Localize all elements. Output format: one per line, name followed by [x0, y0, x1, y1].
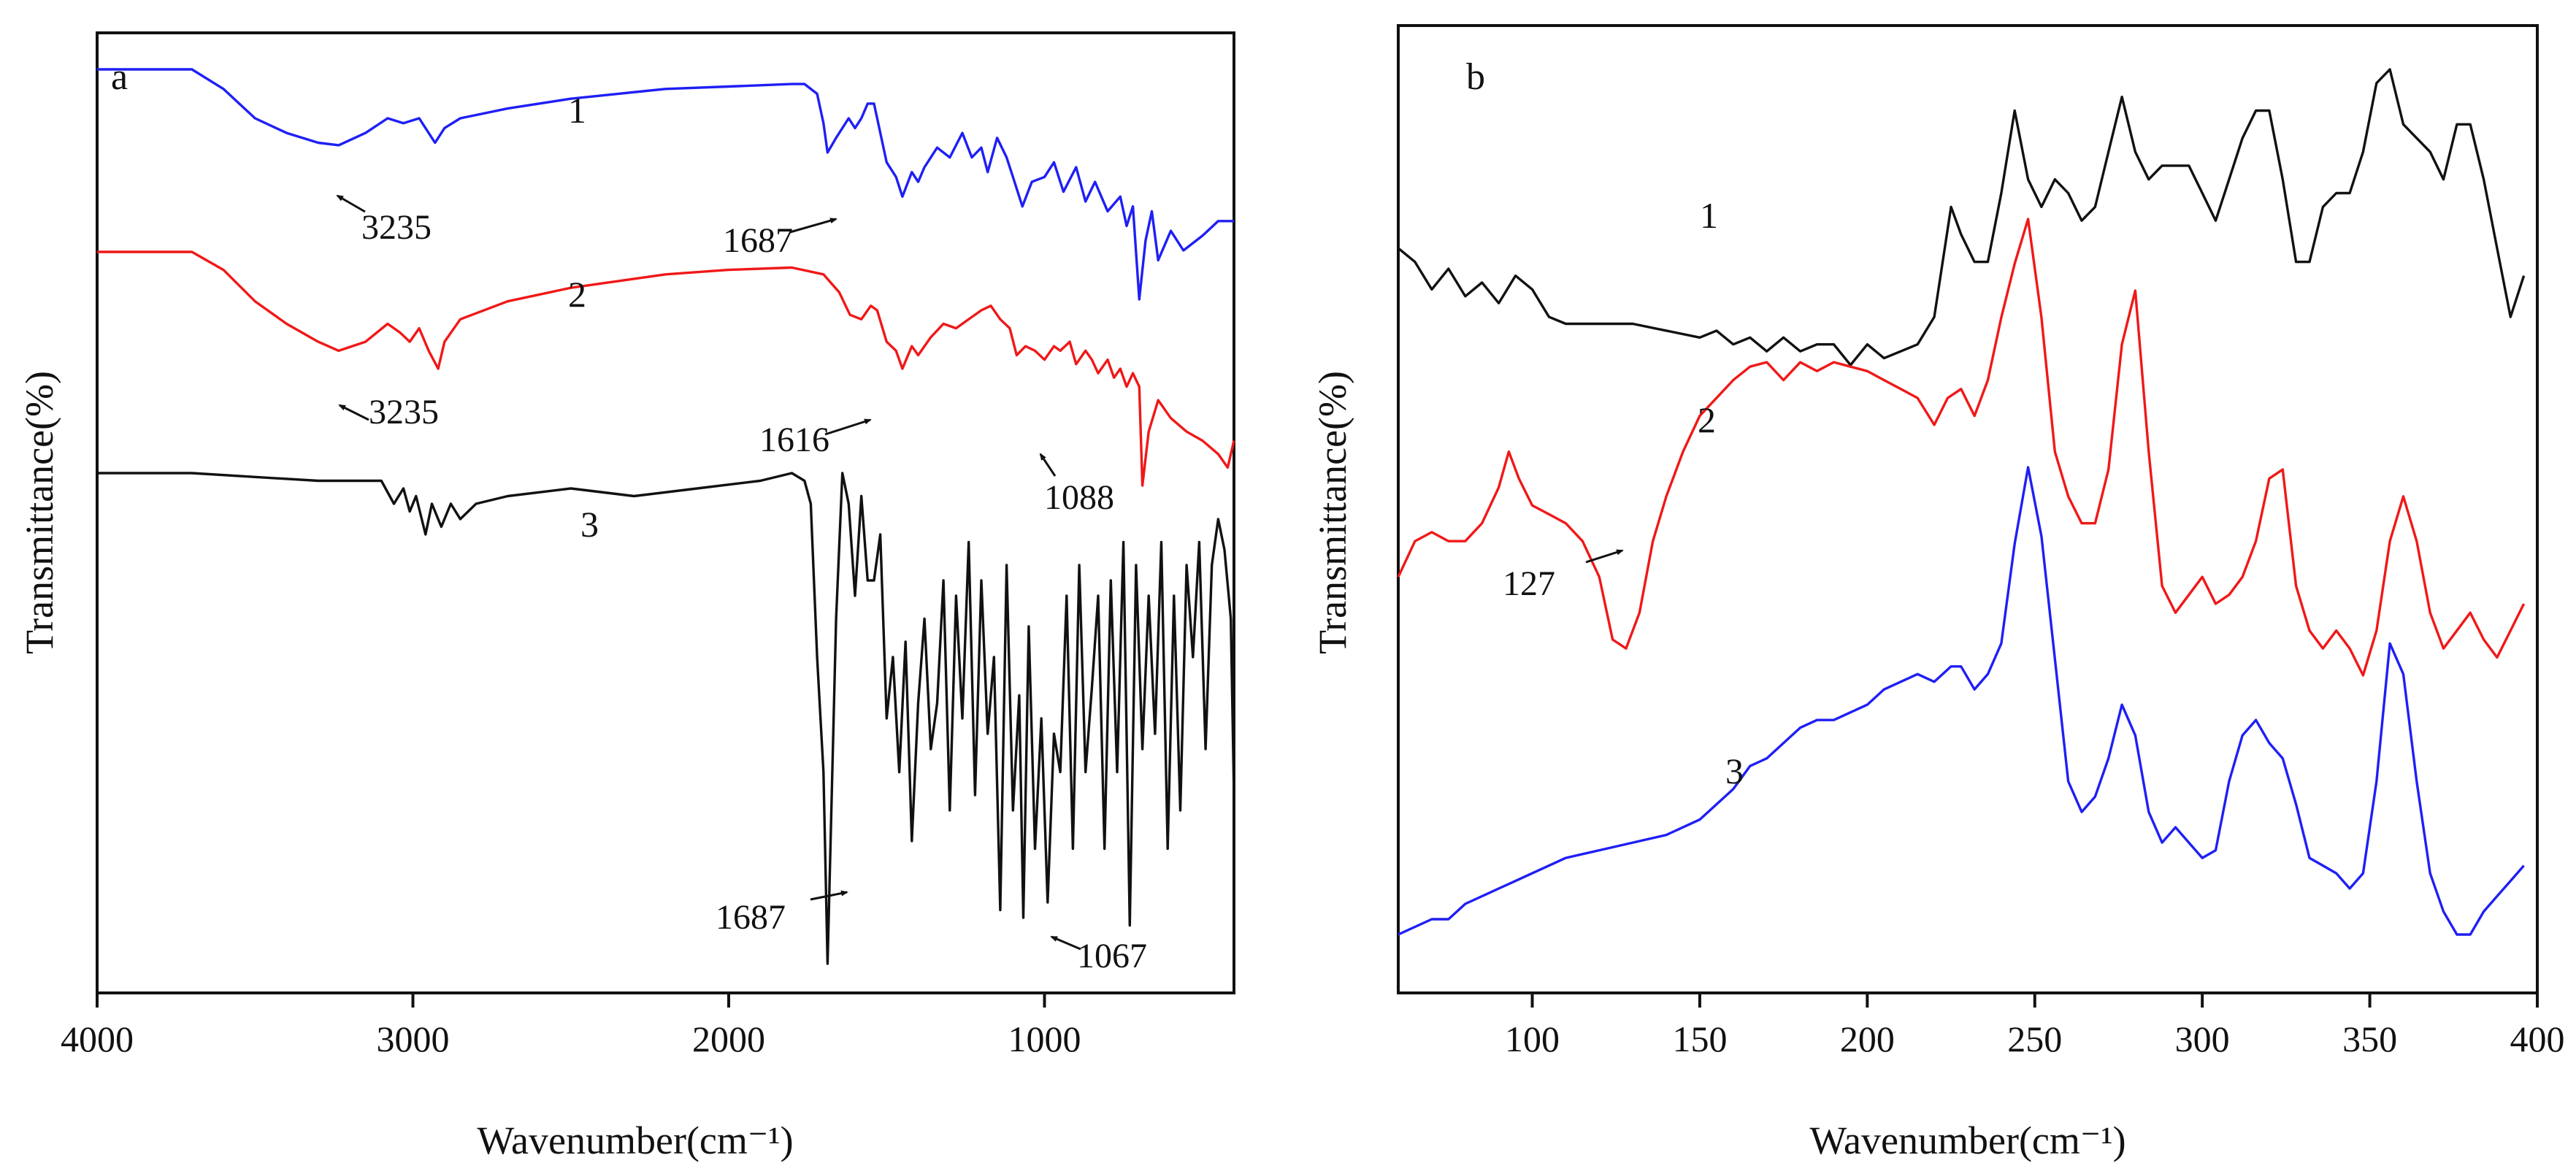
panel-a-plot-frame [96, 31, 1235, 994]
panel-b-curve-label-3: 3 [1725, 751, 1744, 791]
panel-b-series-1-line [1397, 68, 2526, 367]
panel-b-annotations: 127 [1503, 549, 1624, 603]
panel-a-annotation-arrow [789, 218, 837, 234]
panel-b-x-tick-label: 150 [1672, 1018, 1727, 1059]
panel-b-series-2-line [1397, 218, 2526, 677]
panel-a-series-3-line [97, 472, 1235, 965]
panel-a-annotation-label: 1687 [723, 221, 793, 260]
panel-a-annotations: 3235 1687 3235 1616 1088 1687 1067 [336, 194, 1147, 975]
panel-b-annotation-arrow [1585, 549, 1624, 564]
panel-a-series-1-line [97, 68, 1234, 301]
panel-a-annotation-arrow [338, 404, 369, 421]
panel-a-ticks: 4000 3000 2000 1000 [61, 993, 1081, 1059]
panel-b-letter: b [1466, 56, 1485, 98]
panel-a-curve-label-1: 1 [568, 90, 586, 131]
panel-b-plot-frame [1397, 24, 2539, 994]
panel-a-x-tick-label: 1000 [1008, 1018, 1081, 1059]
panel-b-series-3-line [1398, 466, 2525, 936]
panel-a-annotation-label: 1616 [759, 421, 829, 459]
panel-b: 100 150 200 250 300 350 400 127 b 1 2 3 Wavenu… [1311, 24, 2565, 1162]
panel-b-x-tick-label: 100 [1505, 1018, 1560, 1059]
panel-b-curve-label-2: 2 [1698, 399, 1716, 440]
panel-a-annotation-arrow [810, 890, 848, 901]
panel-a-annotation-arrow [1039, 453, 1057, 477]
panel-a-letter: a [111, 56, 128, 98]
panel-a-annotation-label: 1687 [716, 898, 786, 937]
panel-b-ylabel: Transmittance(%) [1311, 371, 1354, 654]
panel-a-x-tick-label: 2000 [692, 1018, 765, 1059]
panel-b-x-tick-label: 400 [2510, 1018, 2565, 1059]
panel-a: 4000 3000 2000 1000 3235 1687 3235 1616 1088 168… [18, 31, 1235, 1162]
panel-a-curve-label-3: 3 [580, 504, 599, 545]
panel-b-x-tick-label: 250 [2007, 1018, 2062, 1059]
panel-a-annotation-arrow [336, 194, 366, 213]
panel-a-series-layer [97, 68, 1235, 965]
panel-a-annotation-arrow [824, 418, 872, 436]
panel-a-annotation-label: 3235 [361, 208, 432, 247]
panel-a-x-tick-label: 4000 [61, 1018, 134, 1059]
panel-a-annotation-arrow [1050, 935, 1081, 951]
panel-a-annotation-label: 3235 [369, 393, 439, 431]
panel-a-curve-label-2: 2 [568, 274, 586, 315]
panel-a-ylabel: Transmittance(%) [18, 371, 61, 654]
panel-b-ticks: 100 150 200 250 300 350 400 [1505, 993, 2565, 1059]
panel-b-series-layer [1397, 68, 2526, 936]
panel-b-x-tick-label: 300 [2175, 1018, 2230, 1059]
panel-b-xlabel: Wavenumber(cm⁻¹) [1809, 1119, 2125, 1162]
panel-a-annotation-label: 1067 [1077, 937, 1147, 975]
panel-a-annotation-label: 1088 [1044, 478, 1114, 517]
panel-b-annotation-label: 127 [1503, 564, 1555, 603]
panel-b-x-tick-label: 200 [1840, 1018, 1895, 1059]
panel-b-x-tick-label: 350 [2342, 1018, 2397, 1059]
panel-a-x-tick-label: 3000 [377, 1018, 450, 1059]
panel-a-xlabel: Wavenumber(cm⁻¹) [477, 1119, 793, 1162]
panel-b-curve-label-1: 1 [1700, 195, 1718, 236]
panel-a-series-2-line [97, 250, 1235, 487]
